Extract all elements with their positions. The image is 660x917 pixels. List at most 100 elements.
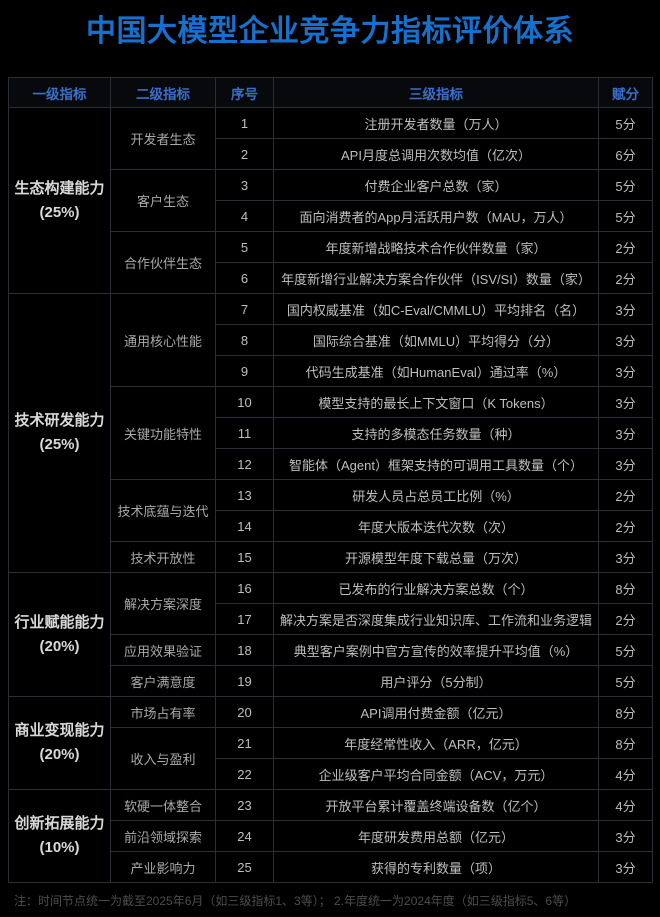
score-cell: 5分 [598, 169, 653, 201]
level3-indicator-cell: 企业级客户平均合同金额（ACV，万元） [273, 758, 599, 790]
score-cell: 4分 [598, 758, 653, 790]
table-row: 应用效果验证 18 典型客户案例中官方宣传的效率提升平均值（%） 5分 [9, 634, 653, 666]
score-cell: 3分 [598, 355, 653, 387]
row-number-cell: 11 [215, 417, 274, 449]
score-cell: 6分 [598, 138, 653, 170]
level2-indicator-cell: 前沿领域探索 [110, 820, 216, 852]
level3-indicator-cell: 获得的专利数量（项） [273, 851, 599, 883]
evaluation-table: 一级指标 二级指标 序号 三级指标 赋分 生态构建能力 (25%) 开发者生态 1 注册开发者数… [8, 77, 653, 883]
level1-weight: (10%) [39, 839, 80, 856]
table-header: 一级指标 二级指标 序号 三级指标 赋分 [8, 77, 653, 108]
table-row: 产业影响力 25 获得的专利数量（项） 3分 [9, 851, 653, 883]
row-number-cell: 13 [215, 479, 274, 511]
row-number-cell: 10 [215, 386, 274, 418]
column-header-4: 三级指标 [273, 77, 599, 108]
level3-indicator-cell: 付费企业客户总数（家） [273, 169, 599, 201]
score-cell: 5分 [598, 665, 653, 697]
level1-name: 创新拓展能力 [14, 815, 105, 832]
level3-indicator-cell: 国际综合基准（如MMLU）平均得分（分） [273, 324, 599, 356]
table-row: 创新拓展能力 (10%) 软硬一体整合 23 开放平台累计覆盖终端设备数（亿个） 4分 [8, 789, 653, 883]
table-row: 关键功能特性 10 模型支持的最长上下文窗口（K Tokens） 3分 [9, 386, 653, 480]
row-number-cell: 23 [215, 789, 274, 821]
score-cell: 3分 [598, 851, 653, 883]
level1-weight: (20%) [39, 746, 80, 763]
level3-indicator-cell: 模型支持的最长上下文窗口（K Tokens） [273, 386, 599, 418]
score-cell: 3分 [598, 820, 653, 852]
table-row: 收入与盈利 21 年度经常性收入（ARR，亿元） 8分 [9, 727, 653, 790]
level1-name: 生态构建能力 [14, 179, 105, 197]
table-body: 生态构建能力 (25%) 开发者生态 1 注册开发者数量（万人） 5分 2 API月度总调用次… [8, 107, 653, 883]
level3-indicator-cell: 年度新增战略技术合作伙伴数量（家） [273, 231, 599, 263]
level3-indicator-cell: 年度研发费用总额（亿元） [273, 820, 599, 852]
score-cell: 5分 [598, 200, 653, 232]
level3-indicator-cell: 国内权威基准（如C-Eval/CMMLU）平均排名（名） [273, 293, 599, 325]
level1-indicator-cell: 生态构建能力 (25%) [8, 107, 111, 294]
level1-name: 技术研发能力 [14, 412, 105, 429]
table-row: 技术底蕴与迭代 13 研发人员占总员工比例（%） 2分 [9, 479, 653, 542]
level3-indicator-cell: 典型客户案例中官方宣传的效率提升平均值（%） [273, 634, 599, 666]
level2-indicator-cell: 市场占有率 [110, 696, 216, 728]
column-header-1: 一级指标 [8, 77, 111, 108]
row-number-cell: 14 [215, 510, 274, 542]
score-cell: 3分 [598, 324, 653, 356]
score-cell: 5分 [598, 634, 653, 666]
level3-indicator-cell: 注册开发者数量（万人） [273, 107, 599, 139]
table-row: 11 支持的多模态任务数量（种） 3分 [9, 417, 653, 449]
row-number-cell: 17 [215, 603, 274, 635]
level3-indicator-cell: 年度经常性收入（ARR，亿元） [273, 727, 599, 759]
level2-indicator-cell: 收入与盈利 [110, 727, 216, 790]
level2-indicator-cell: 应用效果验证 [110, 634, 216, 666]
score-cell: 2分 [598, 479, 653, 511]
level3-indicator-cell: 已发布的行业解决方案总数（个） [273, 572, 599, 604]
row-number-cell: 1 [215, 107, 274, 139]
row-number-cell: 4 [215, 200, 274, 232]
table-row: 客户满意度 19 用户评分（5分制） 5分 [9, 665, 653, 697]
level2-indicator-cell: 通用核心性能 [110, 293, 216, 387]
row-number-cell: 25 [215, 851, 274, 883]
row-number-cell: 20 [215, 696, 274, 728]
row-number-cell: 22 [215, 758, 274, 790]
table-row: 生态构建能力 (25%) 开发者生态 1 注册开发者数量（万人） 5分 [8, 107, 653, 294]
level3-indicator-cell: 开源模型年度下载总量（万次） [273, 541, 599, 573]
level1-name: 行业赋能能力 [14, 613, 105, 631]
level3-indicator-cell: 解决方案是否深度集成行业知识库、工作流和业务逻辑 [273, 603, 599, 635]
row-number-cell: 18 [215, 634, 274, 666]
score-cell: 4分 [598, 789, 653, 821]
score-cell: 5分 [598, 107, 653, 139]
level3-indicator-cell: 支持的多模态任务数量（种） [273, 417, 599, 449]
row-number-cell: 5 [215, 231, 274, 263]
row-number-cell: 7 [215, 293, 274, 325]
level2-indicator-cell: 合作伙伴生态 [110, 231, 216, 294]
score-cell: 3分 [598, 293, 653, 325]
score-cell: 8分 [598, 572, 653, 604]
table-row: 22 企业级客户平均合同金额（ACV，万元） 4分 [9, 758, 653, 790]
row-number-cell: 3 [215, 169, 274, 201]
level3-indicator-cell: 年度新增行业解决方案合作伙伴（ISV/SI）数量（家） [273, 262, 599, 294]
page-title: 中国大模型企业竞争力指标评价体系 [86, 15, 574, 48]
score-cell: 3分 [598, 386, 653, 418]
table-row: 技术研发能力 (25%) 通用核心性能 7 国内权威基准（如C-Eval/CMMLU）平… [8, 293, 653, 573]
table-row: 行业赋能能力 (20%) 解决方案深度 16 已发布的行业解决方案总数（个） 8分 [8, 572, 653, 697]
level2-indicator-cell: 开发者生态 [110, 107, 216, 170]
level1-weight: (20%) [39, 637, 80, 655]
footnote: 注：时间节点统一为截至2025年6月（如三级指标1、3等）； 2.年度统一为20… [14, 894, 577, 908]
level2-indicator-cell: 技术底蕴与迭代 [110, 479, 216, 542]
row-number-cell: 21 [215, 727, 274, 759]
level2-indicator-cell: 解决方案深度 [110, 572, 216, 635]
score-cell: 2分 [598, 510, 653, 542]
score-cell: 8分 [598, 727, 653, 759]
score-cell: 8分 [598, 696, 653, 728]
table-row: 技术开放性 15 开源模型年度下载总量（万次） 3分 [9, 541, 653, 573]
table-row: 8 国际综合基准（如MMLU）平均得分（分） 3分 [9, 324, 653, 356]
level1-indicator-cell: 商业变现能力 (20%) [8, 696, 111, 790]
row-number-cell: 8 [215, 324, 274, 356]
row-number-cell: 6 [215, 262, 274, 294]
row-number-cell: 19 [215, 665, 274, 697]
level3-indicator-cell: 智能体（Agent）框架支持的可调用工具数量（个） [273, 448, 599, 480]
level3-indicator-cell: API月度总调用次数均值（亿次） [273, 138, 599, 170]
level3-indicator-cell: 代码生成基准（如HumanEval）通过率（%） [273, 355, 599, 387]
level2-indicator-cell: 技术开放性 [110, 541, 216, 573]
header-row: 一级指标 二级指标 序号 三级指标 赋分 [8, 77, 653, 108]
table-row: 17 解决方案是否深度集成行业知识库、工作流和业务逻辑 2分 [9, 603, 653, 635]
